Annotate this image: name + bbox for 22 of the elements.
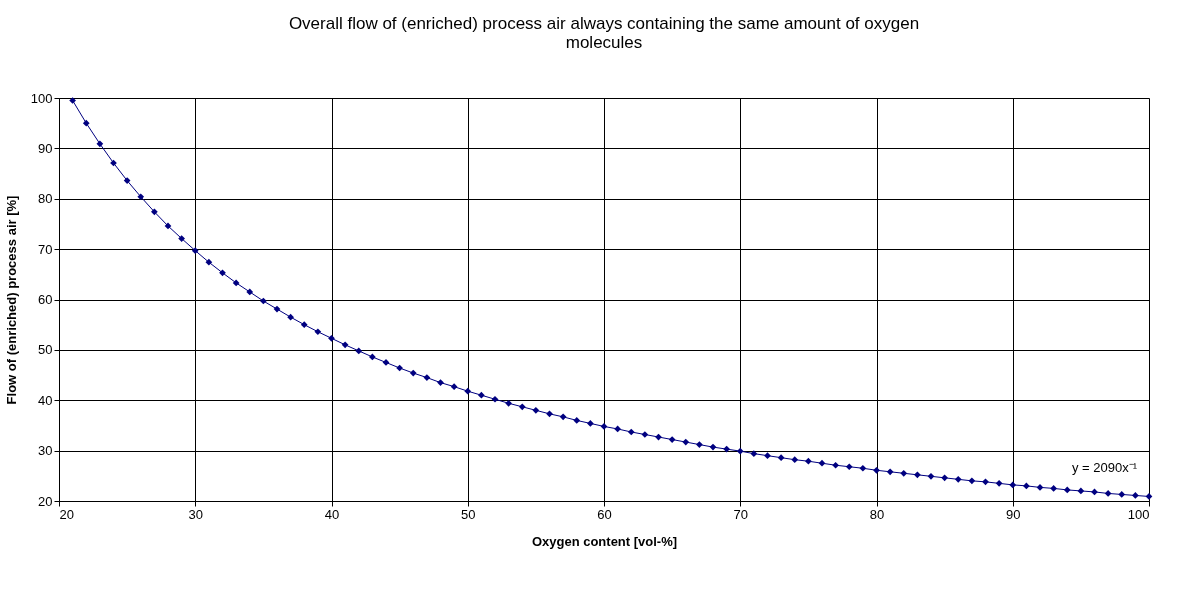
x-tick-label: 30	[188, 506, 203, 522]
chart-title: Overall flow of (enriched) process air always containing the same amount of oxygen molecules	[288, 14, 920, 52]
x-tick-label: 40	[324, 506, 340, 522]
y-tick-label: 100	[30, 90, 53, 106]
x-tick-label: 20	[59, 506, 74, 522]
y-tick-label: 30	[38, 443, 53, 459]
y-tick-label: 80	[38, 191, 53, 207]
x-tick-label: 50	[461, 506, 476, 522]
y-tick-label: 70	[38, 241, 53, 257]
annotation: y = 2090x⁻¹	[1071, 460, 1138, 475]
x-tick-label: 60	[597, 506, 612, 522]
x-tick-label: 80	[869, 506, 885, 522]
x-tick-label: 70	[733, 506, 748, 522]
x-tick-label: 100	[1127, 506, 1150, 522]
y-tick-label: 20	[38, 493, 53, 509]
x-tick-label: 90	[1006, 506, 1021, 522]
y-tick-label: 60	[38, 292, 53, 307]
y-tick-label: 50	[38, 342, 53, 358]
y-tick-label: 90	[38, 140, 53, 156]
y-tick-label: 40	[38, 392, 53, 408]
x-axis-title: Oxygen content [vol-%]	[531, 533, 678, 549]
y-axis-title: Flow of (enriched) process air [%]	[3, 195, 19, 405]
